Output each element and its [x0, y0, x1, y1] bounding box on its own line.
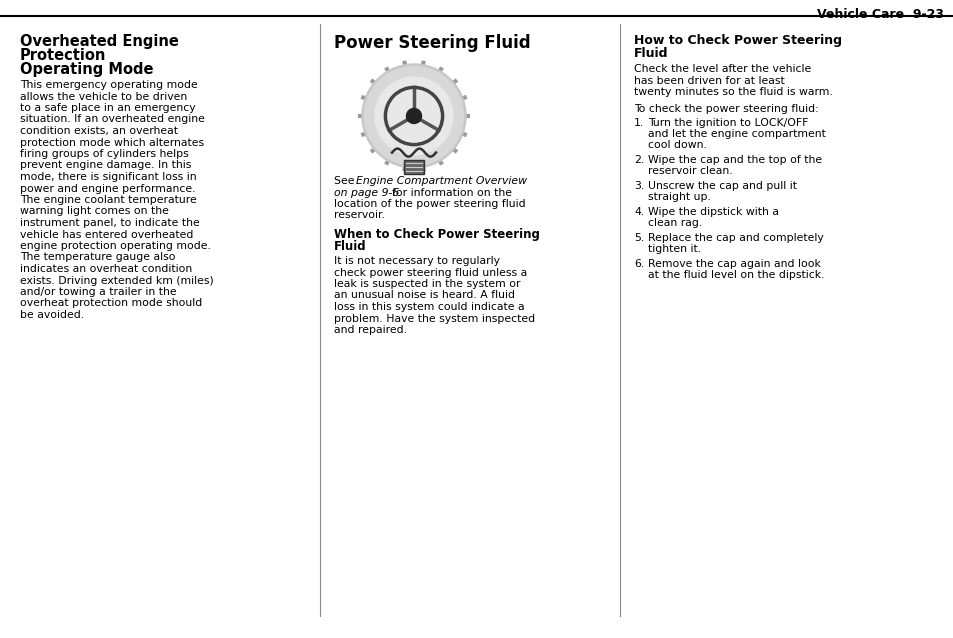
Text: 6.: 6.	[634, 259, 643, 269]
Text: 4.: 4.	[634, 207, 643, 217]
Text: Vehicle Care  9-23: Vehicle Care 9-23	[816, 8, 943, 21]
Text: check power steering fluid unless a: check power steering fluid unless a	[334, 267, 527, 278]
Text: and repaired.: and repaired.	[334, 325, 407, 335]
Text: firing groups of cylinders helps: firing groups of cylinders helps	[20, 149, 189, 159]
Text: problem. Have the system inspected: problem. Have the system inspected	[334, 313, 535, 323]
Text: mode, there is significant loss in: mode, there is significant loss in	[20, 172, 196, 182]
Text: reservoir.: reservoir.	[334, 211, 384, 221]
Text: Overheated Engine: Overheated Engine	[20, 34, 179, 49]
Text: engine protection operating mode.: engine protection operating mode.	[20, 241, 211, 251]
Text: clean rag.: clean rag.	[647, 218, 701, 228]
Text: an unusual noise is heard. A fluid: an unusual noise is heard. A fluid	[334, 290, 515, 300]
Text: Turn the ignition to LOCK/OFF: Turn the ignition to LOCK/OFF	[647, 117, 807, 128]
Text: vehicle has entered overheated: vehicle has entered overheated	[20, 230, 193, 239]
Text: location of the power steering fluid: location of the power steering fluid	[334, 199, 525, 209]
Text: The engine coolant temperature: The engine coolant temperature	[20, 195, 196, 205]
Text: 3.: 3.	[634, 181, 643, 191]
Text: Remove the cap again and look: Remove the cap again and look	[647, 259, 820, 269]
Text: See: See	[334, 176, 357, 186]
Circle shape	[364, 66, 463, 165]
Text: twenty minutes so the fluid is warm.: twenty minutes so the fluid is warm.	[634, 87, 832, 97]
Text: at the fluid level on the dipstick.: at the fluid level on the dipstick.	[647, 271, 823, 281]
Text: Power Steering Fluid: Power Steering Fluid	[334, 34, 530, 52]
Text: straight up.: straight up.	[647, 193, 710, 202]
Text: Fluid: Fluid	[334, 241, 366, 253]
Text: loss in this system could indicate a: loss in this system could indicate a	[334, 302, 524, 312]
Circle shape	[406, 108, 421, 124]
Text: instrument panel, to indicate the: instrument panel, to indicate the	[20, 218, 199, 228]
Text: Operating Mode: Operating Mode	[20, 62, 153, 77]
Text: indicates an overheat condition: indicates an overheat condition	[20, 264, 193, 274]
Text: situation. If an overheated engine: situation. If an overheated engine	[20, 114, 205, 124]
Text: condition exists, an overheat: condition exists, an overheat	[20, 126, 178, 136]
Text: overheat protection mode should: overheat protection mode should	[20, 299, 202, 309]
Text: exists. Driving extended km (miles): exists. Driving extended km (miles)	[20, 276, 213, 285]
Text: 2.: 2.	[634, 155, 643, 165]
Text: Replace the cap and completely: Replace the cap and completely	[647, 233, 822, 243]
FancyBboxPatch shape	[403, 160, 423, 174]
Text: It is not necessary to regularly: It is not necessary to regularly	[334, 256, 499, 266]
Text: on page 9-6: on page 9-6	[334, 188, 402, 198]
Text: reservoir clean.: reservoir clean.	[647, 167, 732, 177]
Text: To check the power steering fluid:: To check the power steering fluid:	[634, 103, 818, 114]
Text: How to Check Power Steering: How to Check Power Steering	[634, 34, 841, 47]
Text: Wipe the dipstick with a: Wipe the dipstick with a	[647, 207, 779, 217]
Text: and let the engine compartment: and let the engine compartment	[647, 129, 825, 139]
Text: has been driven for at least: has been driven for at least	[634, 75, 784, 85]
Text: This emergency operating mode: This emergency operating mode	[20, 80, 197, 90]
Text: and/or towing a trailer in the: and/or towing a trailer in the	[20, 287, 176, 297]
Text: Check the level after the vehicle: Check the level after the vehicle	[634, 64, 810, 74]
Text: tighten it.: tighten it.	[647, 244, 700, 255]
Text: Fluid: Fluid	[634, 47, 668, 60]
Text: 1.: 1.	[634, 117, 643, 128]
Text: Unscrew the cap and pull it: Unscrew the cap and pull it	[647, 181, 796, 191]
Text: for information on the: for information on the	[392, 188, 512, 198]
Text: prevent engine damage. In this: prevent engine damage. In this	[20, 161, 192, 170]
Text: to a safe place in an emergency: to a safe place in an emergency	[20, 103, 195, 113]
Circle shape	[375, 77, 453, 155]
Text: allows the vehicle to be driven: allows the vehicle to be driven	[20, 91, 187, 101]
Circle shape	[361, 64, 465, 168]
Text: cool down.: cool down.	[647, 140, 706, 151]
Text: Engine Compartment Overview: Engine Compartment Overview	[355, 176, 526, 186]
Text: Protection: Protection	[20, 48, 107, 63]
Text: be avoided.: be avoided.	[20, 310, 84, 320]
Text: 5.: 5.	[634, 233, 643, 243]
Text: warning light comes on the: warning light comes on the	[20, 207, 169, 216]
Text: power and engine performance.: power and engine performance.	[20, 184, 195, 193]
Text: The temperature gauge also: The temperature gauge also	[20, 253, 175, 262]
Text: protection mode which alternates: protection mode which alternates	[20, 138, 204, 147]
Text: leak is suspected in the system or: leak is suspected in the system or	[334, 279, 520, 289]
Text: Wipe the cap and the top of the: Wipe the cap and the top of the	[647, 155, 821, 165]
Text: When to Check Power Steering: When to Check Power Steering	[334, 228, 539, 241]
